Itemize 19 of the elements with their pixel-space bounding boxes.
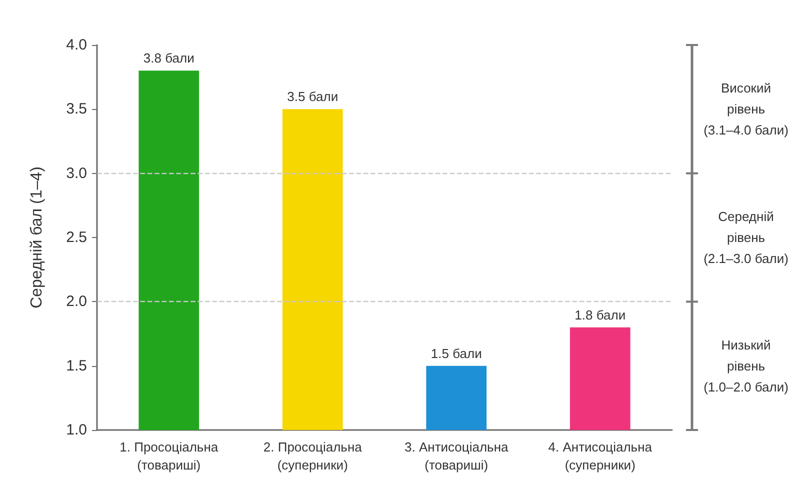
x-tick-label: 1. Просоціальна (товариші) <box>120 440 219 472</box>
data-label: 1.5 бали <box>430 346 482 361</box>
data-label: 3.8 бали <box>143 50 194 66</box>
text: Високий рівень (3.1–4.0 бали) <box>704 80 788 138</box>
x-tick-label: 4. Антисоціальна (суперники) <box>548 440 653 472</box>
text: Низький рівень (1.0–2.0 бали) <box>704 337 788 394</box>
y-tick-label: 3.0 <box>66 164 87 182</box>
y-tick-label: 2.5 <box>66 229 87 246</box>
data-label: 3.5 бали <box>287 89 338 104</box>
x-tick-label: 2. Просоціальна (суперники) <box>263 440 363 472</box>
x-tick-label: 3. Антисоціальна (товариші) <box>404 440 510 472</box>
y-tick-label: 4.0 <box>66 36 87 54</box>
y-axis-title: Середній бал (1–4) <box>28 166 46 308</box>
y-tick-label: 2.0 <box>66 293 87 310</box>
data-label: 1.8 бали <box>574 307 626 322</box>
y-tick-label: 1.0 <box>66 422 87 438</box>
y-tick-label: 3.5 <box>66 100 87 118</box>
text: Середній рівень (2.1–3.0 бали) <box>704 209 788 266</box>
y-tick-label: 1.5 <box>66 357 87 374</box>
